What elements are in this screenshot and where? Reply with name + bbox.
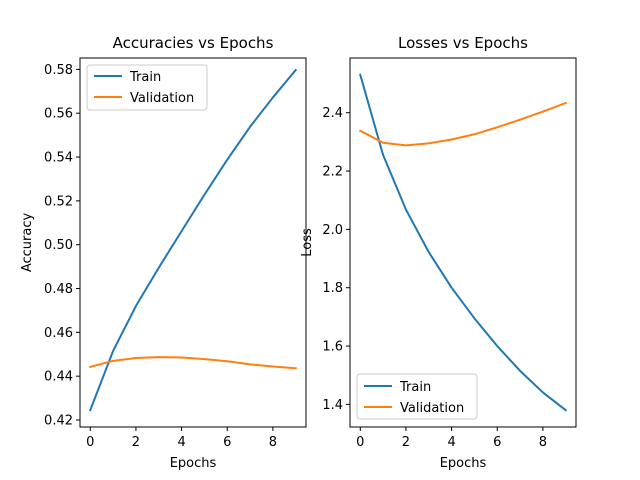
accuracy-chart-ylabel: Accuracy [20, 213, 35, 273]
loss-xtick-label: 4 [447, 435, 455, 450]
accuracy-chart-frame [79, 57, 307, 428]
accuracy-series-train-line [88, 68, 298, 412]
loss-legend-validation-label: Validation [400, 401, 464, 416]
loss-chart-series [358, 73, 568, 412]
loss-xtick-label: 6 [493, 435, 501, 450]
loss-chart-legend: Train Validation [356, 373, 478, 420]
accuracy-xtick-label: 4 [177, 435, 185, 450]
accuracy-ytick-label: 0.54 [44, 151, 73, 166]
loss-chart-title: Losses vs Epochs [398, 34, 528, 52]
loss-ytick-label: 2.0 [322, 223, 343, 238]
accuracy-chart-legend: Train Validation [86, 64, 208, 111]
loss-chart-xlabel: Epochs [440, 456, 487, 471]
loss-series-train-line [359, 73, 568, 412]
loss-xtick-label: 8 [539, 435, 547, 450]
loss-chart-frame [349, 57, 577, 428]
accuracy-ytick-label: 0.46 [44, 326, 73, 341]
loss-chart: Losses vs Epochs 0 2 4 6 8 1.4 1.6 1.8 2.0 2.2 2.4… [300, 34, 577, 471]
accuracy-ytick-label: 0.44 [44, 370, 73, 385]
accuracy-xtick-label: 0 [86, 435, 94, 450]
accuracy-chart-ticks: 0 2 4 6 8 0.42 0.44 0.46 0.48 0.50 0.52 0.54 0.56 0.5… [44, 63, 277, 450]
loss-legend-train-label: Train [399, 380, 431, 395]
accuracy-chart-series [88, 68, 298, 412]
accuracy-ytick-label: 0.52 [44, 194, 73, 209]
accuracy-legend-train-label: Train [129, 70, 161, 85]
accuracy-legend-validation-label: Validation [130, 91, 194, 106]
loss-ytick-label: 2.2 [322, 165, 343, 180]
accuracy-xtick-label: 2 [132, 435, 140, 450]
accuracy-ytick-label: 0.42 [44, 413, 73, 428]
loss-series-validation-line [358, 101, 568, 147]
loss-xtick-label: 2 [402, 435, 410, 450]
accuracy-ytick-label: 0.56 [44, 107, 73, 122]
accuracy-xtick-label: 6 [223, 435, 231, 450]
accuracy-ytick-label: 0.58 [44, 63, 73, 78]
accuracy-series-validation-line [89, 356, 297, 370]
accuracy-chart-xlabel: Epochs [170, 456, 217, 471]
accuracy-xtick-label: 8 [269, 435, 277, 450]
loss-chart-ylabel: Loss [300, 228, 315, 257]
accuracy-chart-title: Accuracies vs Epochs [113, 34, 274, 52]
loss-ytick-label: 1.6 [322, 340, 343, 355]
loss-ytick-label: 1.4 [322, 398, 343, 413]
loss-ytick-label: 2.4 [322, 106, 343, 121]
loss-chart-ticks: 0 2 4 6 8 1.4 1.6 1.8 2.0 2.2 2.4 [322, 106, 547, 450]
accuracy-ytick-label: 0.50 [44, 238, 73, 253]
accuracy-chart: Accuracies vs Epochs 0 2 4 6 8 0.42 0.44 0.46 0.… [20, 34, 307, 471]
loss-xtick-label: 0 [356, 435, 364, 450]
accuracy-ytick-label: 0.48 [44, 282, 73, 297]
loss-ytick-label: 1.8 [322, 281, 343, 296]
